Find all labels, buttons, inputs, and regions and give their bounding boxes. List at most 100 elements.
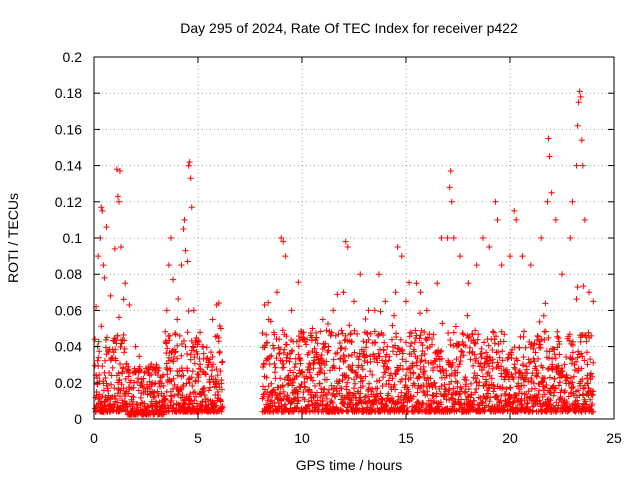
- data-point: [575, 348, 582, 355]
- data-point: [205, 359, 212, 366]
- data-point: [558, 386, 565, 393]
- data-point: [577, 93, 584, 100]
- data-point: [355, 356, 362, 363]
- data-point: [353, 369, 360, 376]
- data-point: [336, 356, 343, 363]
- data-point: [338, 327, 345, 334]
- data-point: [296, 337, 303, 344]
- data-point: [203, 344, 210, 351]
- data-point: [406, 365, 413, 372]
- data-point: [405, 386, 412, 393]
- data-point: [109, 354, 116, 361]
- data-point: [293, 338, 300, 345]
- data-point: [497, 397, 504, 404]
- data-point: [295, 333, 302, 340]
- data-point: [432, 358, 439, 365]
- data-point: [578, 350, 585, 357]
- data-point: [421, 350, 428, 357]
- data-point: [511, 364, 518, 371]
- data-point: [496, 354, 503, 361]
- data-point: [121, 337, 128, 344]
- data-point: [424, 334, 431, 341]
- data-point: [260, 393, 267, 400]
- data-point: [541, 375, 548, 382]
- data-point: [427, 375, 434, 382]
- data-point: [172, 349, 179, 356]
- data-point: [573, 162, 580, 169]
- data-point: [569, 379, 576, 386]
- data-point: [585, 380, 591, 387]
- data-point: [162, 405, 169, 412]
- data-point: [218, 386, 225, 393]
- data-point: [540, 312, 547, 319]
- data-point: [170, 358, 177, 365]
- data-point: [138, 378, 145, 385]
- data-point: [587, 396, 594, 403]
- data-point: [590, 388, 597, 395]
- data-point: [336, 378, 343, 385]
- x-tick-label: 10: [294, 430, 310, 446]
- data-point: [187, 175, 194, 182]
- data-point: [397, 336, 404, 343]
- data-point: [121, 345, 128, 352]
- data-point: [556, 340, 563, 347]
- data-point: [351, 349, 358, 356]
- data-point: [179, 367, 186, 374]
- data-point: [479, 373, 486, 380]
- data-point: [520, 362, 526, 369]
- data-point: [187, 356, 194, 363]
- data-point: [561, 361, 568, 368]
- data-point: [471, 339, 478, 346]
- data-point: [276, 336, 283, 343]
- data-point: [393, 371, 400, 378]
- data-point: [298, 381, 305, 388]
- data-points: [92, 88, 597, 418]
- data-point: [499, 348, 506, 355]
- data-point: [286, 358, 293, 365]
- data-point: [468, 391, 475, 398]
- data-point: [198, 402, 205, 409]
- data-point: [125, 390, 132, 397]
- data-point: [568, 360, 575, 367]
- data-point: [356, 353, 363, 360]
- data-point: [555, 362, 562, 369]
- data-point: [108, 372, 115, 379]
- data-point: [359, 383, 366, 390]
- data-point: [535, 369, 542, 376]
- data-point: [96, 371, 103, 378]
- data-point: [582, 408, 589, 415]
- data-point: [384, 343, 391, 350]
- data-point: [276, 391, 283, 398]
- data-point: [417, 310, 424, 317]
- data-point: [174, 316, 181, 323]
- data-point: [296, 355, 303, 362]
- data-point: [549, 384, 556, 391]
- data-point: [508, 371, 515, 378]
- data-point: [337, 355, 344, 362]
- data-point: [423, 307, 430, 314]
- data-point: [457, 253, 464, 260]
- data-point: [138, 399, 145, 406]
- data-point: [382, 369, 389, 376]
- data-point: [491, 340, 498, 347]
- data-point: [294, 394, 301, 401]
- data-point: [308, 397, 315, 404]
- data-point: [380, 363, 387, 370]
- data-point: [374, 393, 381, 400]
- data-point: [171, 353, 178, 360]
- data-point: [575, 99, 582, 106]
- data-point: [406, 279, 413, 286]
- data-point: [545, 334, 552, 341]
- data-point: [336, 365, 343, 372]
- data-point: [459, 339, 466, 346]
- data-point: [518, 401, 525, 408]
- data-point: [551, 346, 558, 353]
- data-point: [544, 198, 551, 205]
- data-point: [412, 327, 419, 334]
- data-point: [280, 364, 287, 371]
- data-point: [413, 332, 420, 339]
- data-point: [276, 351, 283, 358]
- data-point: [589, 401, 596, 408]
- data-point: [482, 406, 489, 413]
- data-point: [120, 385, 127, 392]
